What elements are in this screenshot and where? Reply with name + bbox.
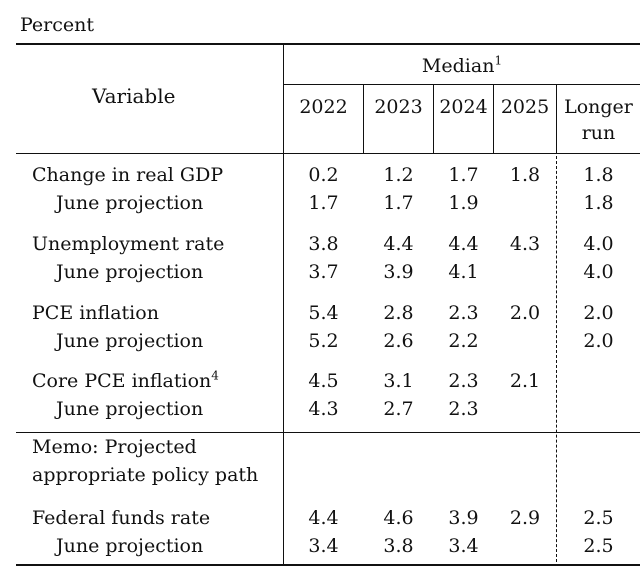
- table-cell: 4.6: [383, 507, 414, 529]
- top-rule: [16, 43, 640, 45]
- year-2025-header: 2025: [500, 96, 550, 118]
- table-cell: 2.1: [509, 370, 541, 392]
- table-cell: 2.3: [448, 302, 479, 324]
- row-label-text: June projection: [56, 535, 204, 557]
- table-cell: 2.0: [509, 302, 541, 324]
- table-cell: 2.3: [448, 398, 479, 420]
- row-label: PCE inflation: [32, 302, 159, 324]
- table-cell: 2.0: [583, 330, 614, 352]
- table-cell: 3.1: [383, 370, 414, 392]
- row-label-text: June projection: [56, 330, 204, 352]
- row-label: Unemployment rate: [32, 233, 224, 255]
- row-label: Change in real GDP: [32, 164, 223, 186]
- row-label-text: June projection: [56, 261, 204, 283]
- header-divider-2023: [363, 85, 364, 153]
- table-cell: 1.9: [448, 192, 479, 214]
- table-cell: 2.5: [583, 535, 614, 557]
- memo-line-2: appropriate policy path: [32, 464, 259, 486]
- table-cell: 4.5: [308, 370, 339, 392]
- table-cell: 1.2: [383, 164, 414, 186]
- row-label-text: Change in real GDP: [32, 164, 224, 186]
- table-cell: 2.6: [383, 330, 414, 352]
- table-cell: 4.0: [583, 261, 614, 283]
- table-cell: 3.7: [308, 261, 339, 283]
- median-header: Median1: [284, 55, 640, 77]
- year-2024-header: 2024: [439, 96, 488, 118]
- variable-column-divider: [283, 44, 284, 566]
- table-cell: 0.2: [308, 164, 339, 186]
- row-label: Federal funds rate: [32, 507, 210, 529]
- row-label-text: Core PCE inflation: [32, 370, 212, 392]
- longer-run-dashed-divider: [556, 156, 557, 562]
- table-cell: 4.0: [583, 233, 614, 255]
- row-label-june-projection: June projection: [56, 261, 203, 283]
- table-cell: 4.3: [308, 398, 339, 420]
- year-2023-header: 2023: [374, 96, 423, 118]
- table-cell: 3.9: [383, 261, 414, 283]
- median-footnote: 1: [494, 53, 503, 68]
- table-cell: 3.8: [383, 535, 414, 557]
- header-bottom-rule: [16, 153, 640, 154]
- row-label-text: Unemployment rate: [32, 233, 225, 255]
- row-label-june-projection: June projection: [56, 192, 203, 214]
- table-cell: 2.7: [383, 398, 414, 420]
- row-label-june-projection: June projection: [56, 330, 203, 352]
- longer-run-header-line2: run: [581, 122, 616, 144]
- row-label-text: June projection: [56, 398, 204, 420]
- memo-rule: [16, 432, 640, 433]
- table-cell: 3.8: [308, 233, 339, 255]
- table-cell: 2.2: [448, 330, 479, 352]
- table-cell: 1.7: [448, 164, 479, 186]
- memo-line-1: Memo: Projected: [32, 436, 197, 458]
- table-cell: 1.7: [383, 192, 414, 214]
- row-label-text: June projection: [56, 192, 204, 214]
- table-cell: 4.4: [448, 233, 479, 255]
- row-footnote: 4: [211, 368, 219, 383]
- unit-label: Percent: [20, 14, 95, 36]
- table-cell: 2.0: [583, 302, 614, 324]
- longer-run-header-line1: Longer: [564, 96, 633, 118]
- header-divider-2024: [433, 85, 434, 153]
- table-cell: 4.3: [509, 233, 541, 255]
- table-cell: 1.8: [583, 192, 614, 214]
- table-cell: 2.3: [448, 370, 479, 392]
- table-cell: 3.9: [448, 507, 479, 529]
- header-divider-2025: [493, 85, 494, 153]
- table-cell: 4.4: [308, 507, 339, 529]
- row-label-june-projection: June projection: [56, 535, 203, 557]
- table-cell: 2.9: [509, 507, 541, 529]
- year-2022-header: 2022: [299, 96, 348, 118]
- row-label: Core PCE inflation4: [32, 370, 219, 392]
- variable-header: Variable: [92, 84, 176, 108]
- header-divider-longer-run: [556, 85, 557, 153]
- row-label-june-projection: June projection: [56, 398, 203, 420]
- table-cell: 4.4: [383, 233, 414, 255]
- table-cell: 5.2: [308, 330, 339, 352]
- median-label: Median: [421, 55, 495, 77]
- table-cell: 3.4: [308, 535, 339, 557]
- row-label-text: Federal funds rate: [32, 507, 211, 529]
- table-cell: 2.5: [583, 507, 614, 529]
- median-underline: [284, 84, 640, 85]
- table-cell: 4.1: [448, 261, 479, 283]
- row-label-text: PCE inflation: [32, 302, 159, 324]
- table-cell: 5.4: [308, 302, 339, 324]
- table-cell: 2.8: [383, 302, 414, 324]
- bottom-rule: [16, 564, 640, 566]
- table-cell: 3.4: [448, 535, 479, 557]
- table-cell: 1.7: [308, 192, 339, 214]
- table-cell: 1.8: [583, 164, 614, 186]
- table-cell: 1.8: [509, 164, 541, 186]
